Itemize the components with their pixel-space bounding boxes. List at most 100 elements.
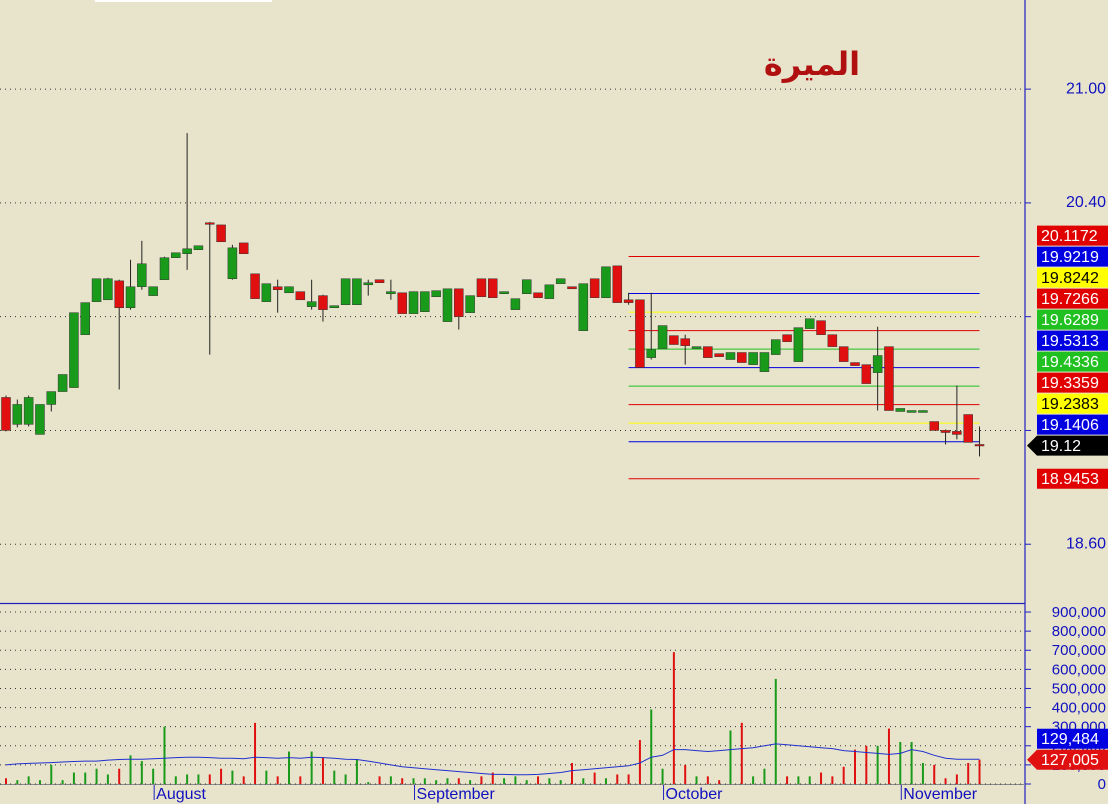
volume-bar [899, 741, 902, 784]
current-price-box [1037, 435, 1108, 456]
volume-bar [265, 770, 268, 784]
volume-bar [718, 780, 721, 784]
candle-body [12, 404, 23, 425]
candle-body [759, 352, 770, 372]
volume-bar [491, 772, 494, 784]
level-label: 19.2383 [1041, 396, 1099, 413]
volume-bar [661, 768, 664, 784]
candle-body [182, 248, 192, 254]
volume-bar [616, 774, 619, 784]
volume-bar [129, 755, 132, 784]
candle-body [861, 364, 872, 384]
candle-body [272, 286, 283, 290]
level-label-box [1037, 267, 1108, 288]
candle-body [680, 338, 690, 346]
candle-body [929, 421, 939, 431]
v-tick-label: 900,000 [1052, 604, 1106, 621]
candle-body [91, 278, 102, 302]
candle-body [250, 273, 260, 299]
current-price: 19.12 [1041, 438, 1081, 455]
volume-bar [299, 776, 302, 784]
candle-body [691, 346, 702, 349]
v-tick-label: 800,000 [1052, 623, 1106, 640]
volume-bar [355, 759, 358, 784]
x-tick-label: September [417, 786, 496, 803]
candle-body [816, 320, 826, 335]
volume-ma-label: 129,484 [1041, 731, 1099, 748]
level-label: 19.6289 [1041, 312, 1099, 329]
candle-body [838, 346, 849, 362]
current-volume: 127,005 [1041, 752, 1099, 769]
volume-bar [695, 776, 698, 784]
candle-body [205, 222, 215, 225]
volume-bar [537, 776, 540, 784]
candle-body [601, 266, 611, 298]
volume-bar [457, 778, 460, 784]
volume-bar [786, 776, 789, 784]
volume-bar [967, 762, 970, 784]
volume-bar [333, 770, 336, 784]
v-tick-label: 500,000 [1052, 680, 1106, 697]
current-price-arrow [1027, 435, 1037, 456]
volume-bar [955, 774, 958, 784]
volume-bar [684, 764, 687, 784]
x-tick-label: November [903, 786, 977, 803]
candle-body [261, 283, 272, 302]
candle-body [589, 278, 600, 298]
volume-bar [740, 722, 743, 784]
level-label: 19.8242 [1041, 270, 1099, 287]
candle-body [46, 391, 57, 405]
candle-body [895, 408, 906, 412]
volume-bar [921, 762, 924, 784]
labels: 21.0020.4018.600100,000200,000300,000400… [153, 80, 1108, 803]
level-label-box [1037, 414, 1108, 435]
level-label: 19.7266 [1041, 291, 1099, 308]
volume-bar [16, 780, 19, 784]
candle-body [476, 278, 487, 298]
candle-body [567, 286, 577, 290]
candle-body [737, 352, 747, 363]
volume-bar [808, 776, 811, 784]
volume-bar [797, 776, 800, 784]
candle-body [340, 278, 351, 305]
grid [0, 88, 1031, 785]
candle-body [703, 346, 713, 358]
candle-body [940, 430, 951, 433]
candle-body [521, 279, 532, 294]
level-label-box [1037, 351, 1108, 372]
volume-bar [831, 776, 834, 784]
volume-bar [435, 780, 438, 784]
volume-bar [593, 772, 596, 784]
volume-bar [650, 709, 653, 784]
candle-body [657, 325, 668, 349]
volume-bar [106, 774, 109, 784]
candle-body [544, 284, 555, 299]
volume-bar [242, 776, 245, 784]
volume-ma-label-box [1037, 728, 1108, 749]
candle-body [352, 278, 362, 305]
level-label-box [1037, 309, 1108, 330]
candle-body [578, 283, 589, 331]
volume-bar [118, 768, 121, 784]
volume-bar [933, 764, 936, 784]
level-label: 20.1172 [1041, 228, 1098, 245]
volume-bar [163, 726, 166, 784]
candle-body [1, 397, 11, 431]
level-label-box [1037, 288, 1108, 309]
candle-body [623, 299, 634, 303]
volume-bar [84, 772, 87, 784]
level-label: 19.3359 [1041, 375, 1099, 392]
candle-body [782, 334, 792, 342]
plot [1, 133, 985, 784]
candle-body [35, 404, 45, 435]
volume-bar [61, 780, 64, 784]
volume-bar [197, 774, 200, 784]
candle-body [850, 362, 860, 366]
volume-bar [854, 749, 856, 784]
level-label-box [1037, 225, 1108, 246]
volume-bar [140, 761, 143, 784]
volume-bar [423, 778, 426, 784]
current-volume-arrow [1027, 749, 1037, 770]
volume-bar [729, 730, 732, 784]
